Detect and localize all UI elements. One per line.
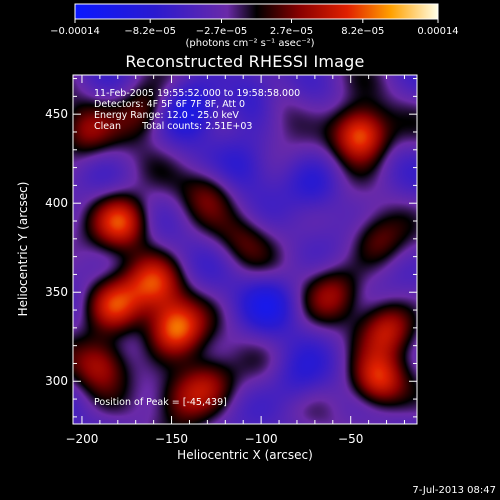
info-line-detectors: Detectors: 4F 5F 6F 7F 8F, Att 0 xyxy=(94,99,246,110)
y-axis-label: Heliocentric Y (arcsec) xyxy=(16,181,30,317)
heatmap-image xyxy=(73,75,417,424)
info-line-counts: Clean Total counts: 2.51E+03 xyxy=(94,121,253,132)
plot-frame xyxy=(72,74,418,425)
colorbar-ticks xyxy=(74,19,439,23)
x-tick-label: −200 xyxy=(65,432,99,446)
colorbar-tick-label: 8.2e−05 xyxy=(341,26,385,37)
y-tick-label: 350 xyxy=(45,285,68,300)
colorbar-units: (photons cm⁻² s⁻¹ asec⁻²) xyxy=(185,38,315,49)
x-tick-label: −100 xyxy=(244,432,278,446)
y-tick-label: 450 xyxy=(45,107,68,122)
colorbar-tick-label: 0.00014 xyxy=(417,26,459,37)
colorbar xyxy=(74,3,439,20)
y-tick-label: 400 xyxy=(45,196,68,211)
info-line-energy: Energy Range: 12.0 - 25.0 keV xyxy=(94,110,239,121)
colorbar-area xyxy=(74,3,439,23)
x-tick-label: −150 xyxy=(155,432,189,446)
y-tick-label: 300 xyxy=(45,374,68,389)
colorbar-tick-label: 2.7e−05 xyxy=(269,26,314,37)
peak-position-label: Position of Peak = [-45,439] xyxy=(94,397,227,408)
date-stamp: 7-Jul-2013 08:47 xyxy=(412,485,496,496)
axis-ticks xyxy=(73,75,417,424)
colorbar-tick-label: −8.2e−05 xyxy=(124,26,176,37)
chart-title: Reconstructed RHESSI Image xyxy=(125,52,365,71)
info-line-time: 11-Feb-2005 19:55:52.000 to 19:58:58.000 xyxy=(94,88,301,99)
x-tick-label: −50 xyxy=(338,432,364,446)
x-axis-label: Heliocentric X (arcsec) xyxy=(177,448,313,462)
colorbar-tick-label: −2.7e−05 xyxy=(195,26,248,37)
colorbar-tick-label: −0.00014 xyxy=(50,26,100,37)
